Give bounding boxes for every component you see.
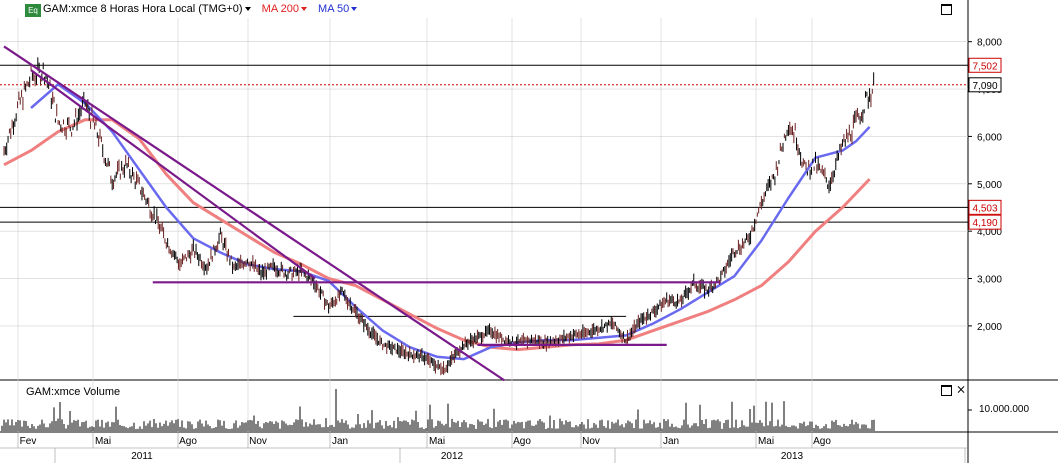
month-label: Jan: [332, 436, 348, 447]
ma200-line: [3, 118, 871, 352]
ma50-line: [30, 83, 871, 361]
close-icon[interactable]: ⨯: [956, 382, 967, 396]
equity-badge: Eq: [25, 4, 41, 17]
month-label: Fev: [20, 436, 37, 447]
month-label: Jan: [663, 436, 679, 447]
price-tick-label: 2,000: [977, 322, 1002, 333]
price-tag: [968, 199, 1002, 215]
month-label: Ago: [813, 436, 831, 447]
price-axis: 2,0003,0004,0005,0006,0007,0008,0007,502…: [968, 38, 1002, 333]
ma50-label: MA 50: [318, 3, 350, 15]
trendline: [30, 69, 316, 280]
price-tick-label: 3,000: [977, 275, 1002, 286]
price-tick-label: 5,000: [977, 180, 1002, 191]
time-axis: Fev Mai Ago Nov Jan Mai Ago Nov Jan Mai Ago 2011 201…: [17, 432, 966, 463]
month-label: Mai: [95, 436, 111, 447]
trendline: [3, 45, 506, 382]
month-label: Nov: [249, 436, 267, 447]
volume-title: GAM:xmce Volume: [26, 386, 121, 398]
month-label: Mai: [429, 436, 445, 447]
symbol-selector[interactable]: GAM:xmce 8 Horas Hora Local (TMG+0): [43, 3, 251, 15]
price-tick-label: 4,000: [977, 227, 1002, 238]
month-label: Nov: [582, 436, 600, 447]
symbol-label: GAM:xmce 8 Horas Hora Local (TMG+0): [43, 3, 243, 15]
volume-axis-label: 10.000.000: [979, 404, 1030, 415]
ma200-selector[interactable]: MA 200: [262, 3, 307, 15]
price-tag: [968, 77, 1002, 93]
month-label: Ago: [179, 436, 197, 447]
price-tag-label: 7,502: [972, 61, 997, 72]
maximize-icon[interactable]: [941, 4, 952, 15]
price-tag: [968, 214, 1002, 230]
price-tag-label: 4,503: [972, 203, 997, 214]
month-label: Ago: [513, 436, 531, 447]
plot-area: [0, 45, 968, 382]
year-label: 2011: [131, 451, 153, 462]
price-tick-label: 6,000: [977, 132, 1002, 143]
ma200-label: MA 200: [261, 3, 299, 15]
price-tag: [968, 57, 1002, 73]
chevron-down-icon: [351, 7, 358, 11]
year-label: 2013: [781, 451, 804, 462]
maximize-volume-icon[interactable]: [941, 385, 952, 396]
price-tag-label: 7,090: [972, 81, 997, 92]
chart-header: GAM:xmce 8 Horas Hora Local (TMG+0) MA 2…: [26, 3, 358, 15]
ma50-selector[interactable]: MA 50: [318, 3, 358, 15]
chevron-down-icon: [300, 7, 307, 11]
price-tag-label: 4,190: [972, 218, 997, 229]
price-tick-label: 8,000: [977, 38, 1002, 49]
chevron-down-icon: [244, 7, 251, 11]
year-label: 2012: [441, 451, 464, 462]
volume-plot: [1, 389, 972, 431]
month-label: Mai: [758, 436, 774, 447]
